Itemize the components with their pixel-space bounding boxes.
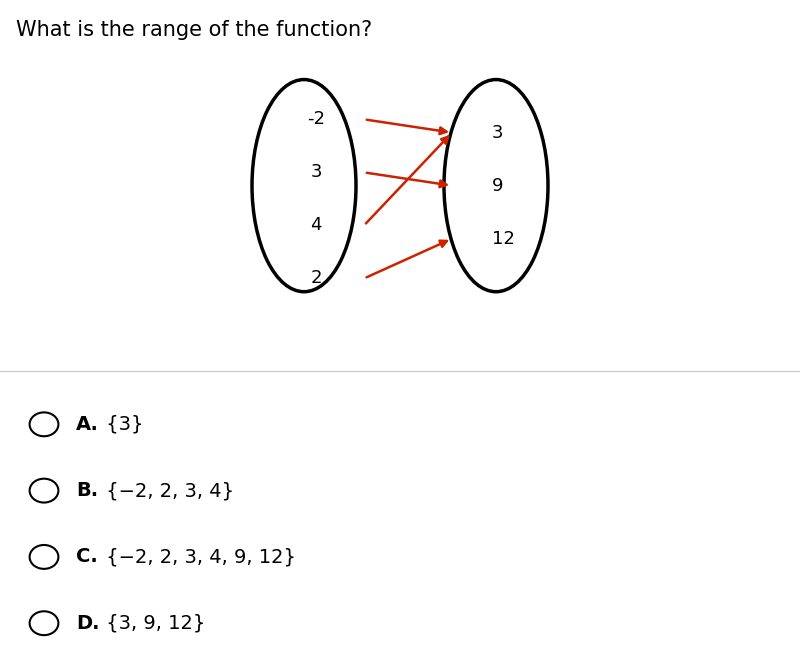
- Text: -2: -2: [307, 110, 325, 129]
- Text: 9: 9: [492, 176, 503, 195]
- Text: 12: 12: [492, 229, 515, 248]
- Text: {3}: {3}: [100, 415, 143, 434]
- Text: {−2, 2, 3, 4, 9, 12}: {−2, 2, 3, 4, 9, 12}: [100, 548, 296, 566]
- Text: 3: 3: [310, 163, 322, 182]
- Text: {−2, 2, 3, 4}: {−2, 2, 3, 4}: [100, 481, 234, 500]
- Text: 4: 4: [310, 216, 322, 235]
- Text: D.: D.: [76, 614, 99, 633]
- Text: 2: 2: [310, 269, 322, 288]
- Text: B.: B.: [76, 481, 98, 500]
- Text: 3: 3: [492, 123, 503, 142]
- Text: {3, 9, 12}: {3, 9, 12}: [100, 614, 206, 633]
- Text: C.: C.: [76, 548, 98, 566]
- Text: A.: A.: [76, 415, 99, 434]
- Text: What is the range of the function?: What is the range of the function?: [16, 20, 372, 40]
